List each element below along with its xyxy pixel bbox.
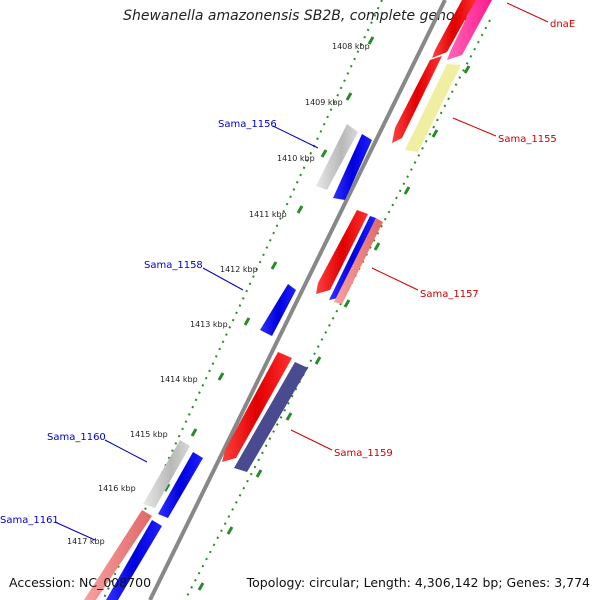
leader-line-sama1157: [371, 267, 419, 291]
gene-reverse-sama1158[interactable]: [260, 284, 296, 336]
leader-line-sama1155: [452, 117, 497, 137]
tick-label: 1410 kbp: [277, 154, 315, 163]
gene-forward-blue-1157[interactable]: [329, 216, 376, 300]
gene-reverse-sama1160-blue[interactable]: [158, 452, 203, 518]
tick-label: 1413 kbp: [190, 320, 228, 329]
tick-label: 1416 kbp: [98, 484, 136, 493]
gene-label-sama1159[interactable]: Sama_1159: [334, 448, 393, 459]
leader-line-sama1159: [290, 429, 333, 451]
leader-line-dnaE: [506, 2, 549, 23]
gene-forward-red-1159[interactable]: [222, 352, 292, 462]
gene-reverse-sama1156-grey[interactable]: [316, 124, 358, 190]
gene-label-sama1157[interactable]: Sama_1157: [420, 289, 479, 300]
gene-forward-top-red[interactable]: [432, 0, 476, 58]
gene-forward-red-1157[interactable]: [316, 210, 368, 294]
tick-label: 1409 kbp: [305, 98, 343, 107]
topology-label: Topology: circular; Length: 4,306,142 bp…: [246, 575, 590, 590]
gene-forward-red-1155a[interactable]: [392, 56, 442, 143]
gene-label-sama1156[interactable]: Sama_1156: [218, 119, 277, 130]
tick-label: 1408 kbp: [332, 42, 370, 51]
gene-forward-sama1159[interactable]: [234, 362, 308, 472]
tick-label: 1412 kbp: [220, 265, 258, 274]
gene-reverse-sama1156-blue[interactable]: [333, 134, 372, 200]
leader-line-sama1156: [272, 125, 319, 149]
gene-forward-sama1157[interactable]: [334, 218, 383, 304]
gene-label-sama1160[interactable]: Sama_1160: [47, 432, 106, 443]
ruler-major-ticks-right: [197, 65, 471, 591]
tick-label: 1411 kbp: [249, 210, 287, 219]
gene-reverse-sama1161-blue[interactable]: [106, 520, 162, 600]
map-title: Shewanella amazonensis SB2B, complete ge…: [123, 8, 477, 24]
genome-backbone: [148, 0, 447, 600]
tick-label: 1415 kbp: [130, 430, 168, 439]
leader-line-sama1158: [202, 267, 244, 291]
accession-label: Accession: NC_008700: [9, 575, 152, 590]
gene-label-sama1155[interactable]: Sama_1155: [498, 134, 557, 145]
gene-forward-sama1155[interactable]: [405, 64, 461, 152]
gene-label-dnaE[interactable]: dnaE: [550, 19, 575, 30]
tick-label: 1417 kbp: [67, 537, 105, 546]
gene-label-sama1161[interactable]: Sama_1161: [0, 515, 59, 526]
tick-label: 1414 kbp: [160, 375, 198, 384]
ruler-track-right: [184, 19, 491, 600]
gene-reverse-sama1160-grey[interactable]: [143, 440, 190, 508]
leader-line-sama1160: [104, 439, 148, 463]
gene-forward-dnaE-pink[interactable]: [447, 0, 492, 60]
leader-line-sama1161: [54, 521, 96, 541]
gene-label-sama1158[interactable]: Sama_1158: [144, 260, 203, 271]
gene-reverse-sama1161-lightred[interactable]: [84, 510, 152, 600]
